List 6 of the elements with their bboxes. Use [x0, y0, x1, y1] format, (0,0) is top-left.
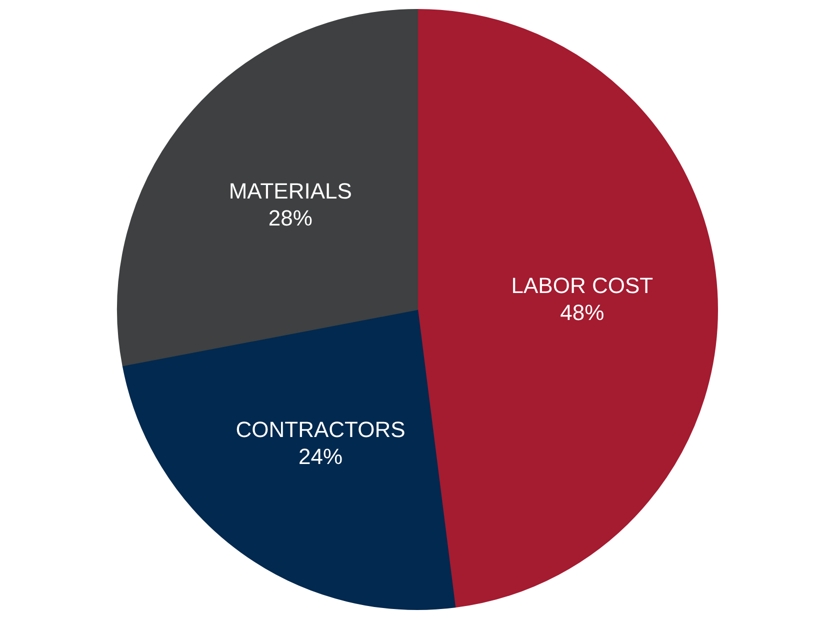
slice-label: LABOR COST	[511, 273, 654, 298]
data-label: 48%	[560, 300, 604, 326]
data-label: 24%	[298, 444, 343, 469]
slice-label: MATERIALS	[228, 178, 352, 204]
data-label: 28%	[268, 205, 312, 230]
slice-label: CONTRACTORS	[236, 416, 406, 442]
